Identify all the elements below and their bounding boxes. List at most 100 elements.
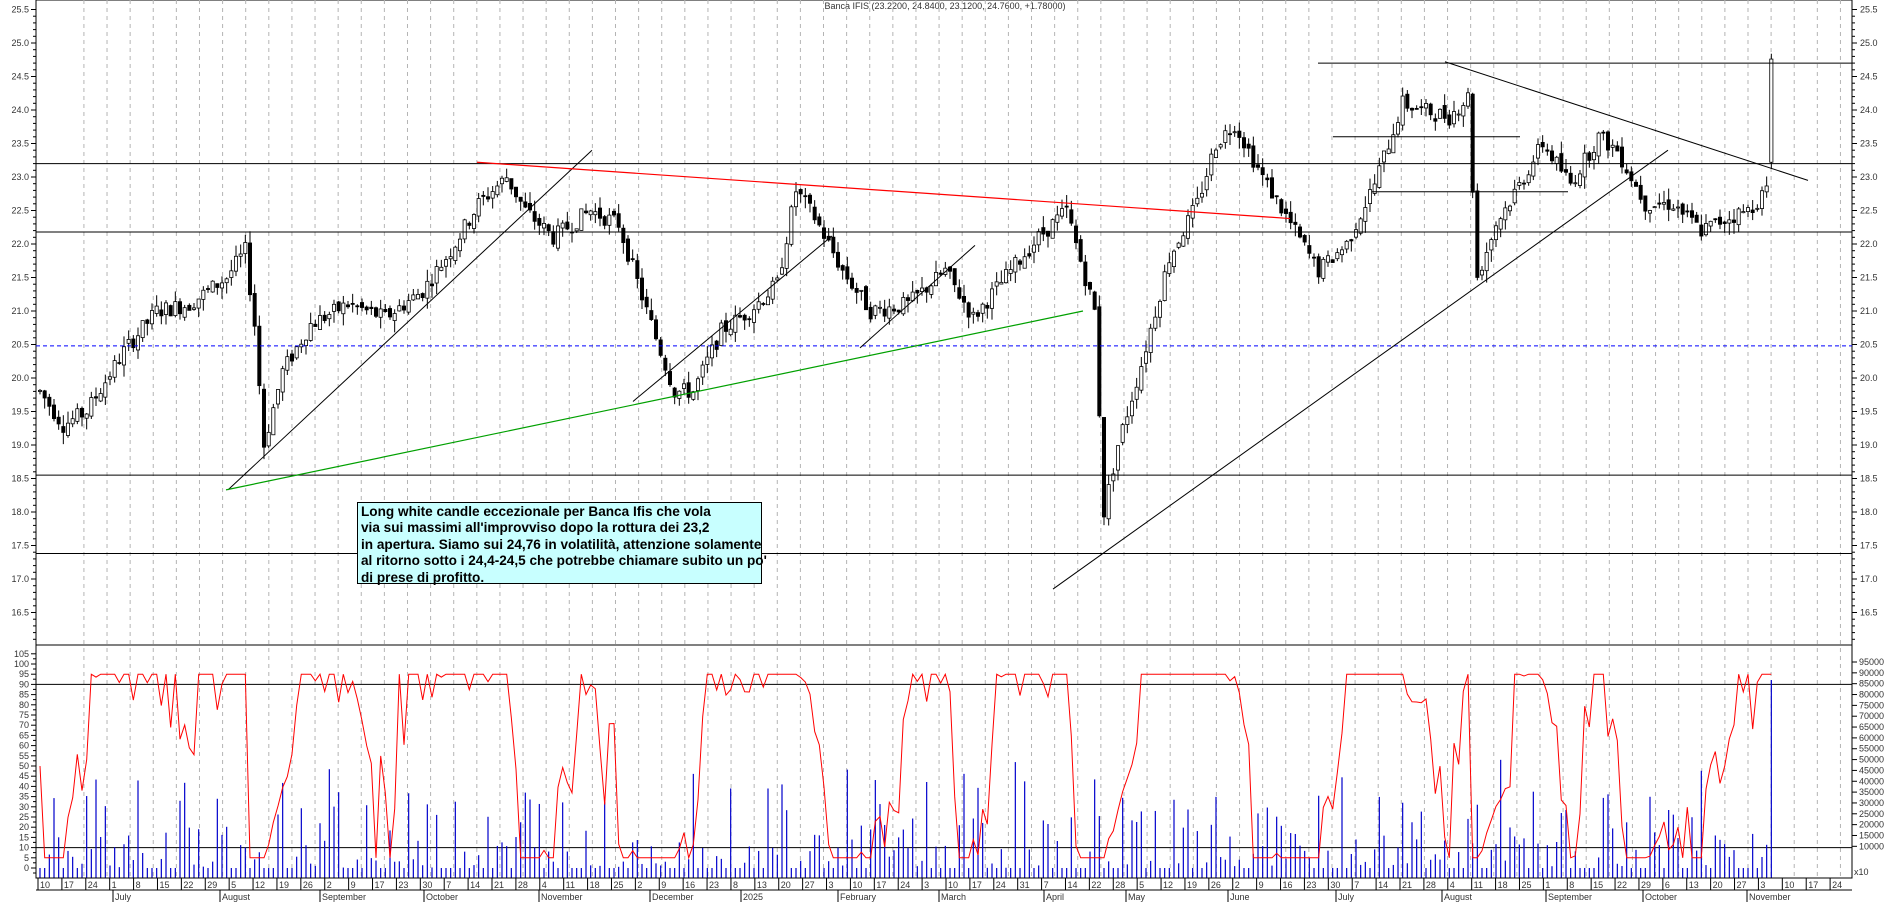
candle[interactable]: [1466, 92, 1471, 107]
candle[interactable]: [952, 268, 957, 286]
candle[interactable]: [1349, 239, 1354, 242]
candle[interactable]: [429, 283, 434, 287]
candle[interactable]: [1134, 386, 1139, 400]
candle[interactable]: [1186, 215, 1191, 239]
candle[interactable]: [1386, 148, 1391, 154]
candle[interactable]: [345, 304, 350, 308]
candle[interactable]: [1372, 183, 1377, 194]
candle[interactable]: [1624, 169, 1629, 174]
candle[interactable]: [1204, 176, 1209, 191]
candle[interactable]: [1382, 150, 1387, 163]
candle[interactable]: [336, 301, 341, 312]
candle[interactable]: [159, 309, 164, 317]
candle[interactable]: [1013, 257, 1018, 273]
candle[interactable]: [1200, 192, 1205, 198]
candle[interactable]: [308, 323, 313, 341]
candle[interactable]: [187, 304, 192, 311]
candle[interactable]: [1536, 144, 1541, 159]
candle[interactable]: [612, 210, 617, 216]
candle[interactable]: [579, 208, 584, 231]
candle[interactable]: [971, 311, 976, 315]
candle[interactable]: [915, 289, 920, 294]
candle[interactable]: [1228, 133, 1233, 136]
candle[interactable]: [415, 294, 420, 300]
candle[interactable]: [1456, 113, 1461, 116]
candle[interactable]: [1405, 93, 1410, 109]
candle[interactable]: [845, 266, 850, 280]
candle[interactable]: [626, 238, 631, 262]
candle[interactable]: [1312, 256, 1317, 259]
candle[interactable]: [766, 296, 771, 306]
candle[interactable]: [364, 306, 369, 311]
candle[interactable]: [1694, 214, 1699, 223]
candle[interactable]: [836, 251, 841, 268]
candle[interactable]: [1480, 269, 1485, 276]
candle[interactable]: [1209, 153, 1214, 176]
candle[interactable]: [140, 320, 145, 339]
candle[interactable]: [761, 303, 766, 305]
candle[interactable]: [1106, 484, 1111, 520]
candle[interactable]: [1550, 150, 1555, 162]
candle[interactable]: [906, 297, 911, 301]
candle[interactable]: [122, 346, 127, 366]
candle[interactable]: [425, 280, 430, 299]
candle[interactable]: [1470, 93, 1475, 193]
candle[interactable]: [1060, 208, 1065, 217]
candle[interactable]: [1368, 189, 1373, 204]
candle[interactable]: [1606, 131, 1611, 151]
candle[interactable]: [994, 281, 999, 287]
candle[interactable]: [1736, 208, 1741, 226]
candle[interactable]: [1526, 174, 1531, 184]
candle[interactable]: [467, 222, 472, 226]
candle[interactable]: [1643, 195, 1648, 212]
candle[interactable]: [1620, 146, 1625, 168]
candle[interactable]: [191, 307, 196, 310]
candle[interactable]: [598, 207, 603, 219]
candle[interactable]: [1139, 366, 1144, 391]
candle[interactable]: [84, 413, 89, 419]
candle[interactable]: [999, 281, 1004, 285]
candle[interactable]: [1223, 130, 1228, 143]
candle[interactable]: [1498, 218, 1503, 230]
candle[interactable]: [383, 308, 388, 313]
candle[interactable]: [1344, 240, 1349, 250]
candle[interactable]: [1130, 400, 1135, 417]
candle[interactable]: [289, 353, 294, 362]
candle[interactable]: [1428, 103, 1433, 116]
candle[interactable]: [1447, 114, 1452, 126]
candle[interactable]: [327, 314, 332, 320]
candle[interactable]: [523, 201, 528, 208]
candle[interactable]: [831, 236, 836, 254]
candle[interactable]: [640, 277, 645, 301]
candle[interactable]: [854, 288, 859, 293]
candle[interactable]: [1690, 210, 1695, 218]
candle[interactable]: [387, 308, 392, 318]
candle[interactable]: [789, 206, 794, 245]
candle[interactable]: [112, 360, 117, 378]
candle[interactable]: [1652, 206, 1657, 209]
candle[interactable]: [1284, 208, 1289, 214]
candle[interactable]: [341, 302, 346, 315]
candle[interactable]: [1293, 221, 1298, 225]
candle[interactable]: [1578, 173, 1583, 186]
candle[interactable]: [1022, 256, 1027, 269]
candle[interactable]: [401, 305, 406, 311]
candle[interactable]: [471, 214, 476, 229]
candle[interactable]: [201, 289, 206, 300]
candle[interactable]: [1064, 205, 1069, 208]
candle[interactable]: [411, 294, 416, 301]
candle[interactable]: [1176, 242, 1181, 248]
candle[interactable]: [1494, 225, 1499, 241]
candle[interactable]: [756, 301, 761, 310]
candle[interactable]: [668, 371, 673, 386]
candle[interactable]: [182, 307, 187, 318]
candle[interactable]: [1181, 235, 1186, 247]
candle[interactable]: [1260, 167, 1265, 176]
candle[interactable]: [1755, 207, 1760, 210]
candle[interactable]: [1746, 207, 1751, 212]
candle[interactable]: [672, 387, 677, 398]
candle[interactable]: [1092, 291, 1097, 310]
candle[interactable]: [420, 293, 425, 299]
candle[interactable]: [38, 389, 43, 392]
